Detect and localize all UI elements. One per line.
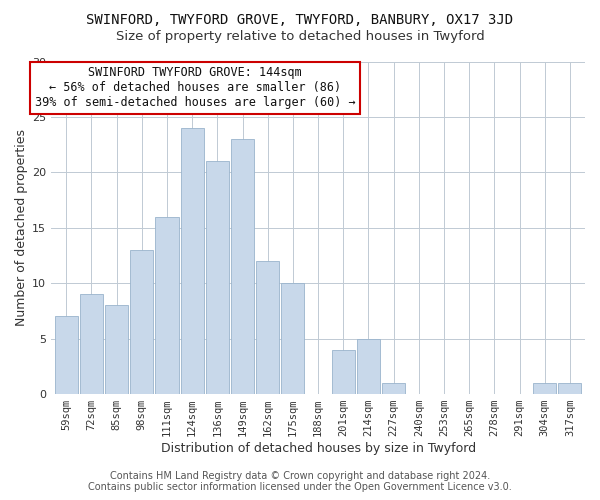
Text: Size of property relative to detached houses in Twyford: Size of property relative to detached ho…	[116, 30, 484, 43]
Text: SWINFORD, TWYFORD GROVE, TWYFORD, BANBURY, OX17 3JD: SWINFORD, TWYFORD GROVE, TWYFORD, BANBUR…	[86, 12, 514, 26]
X-axis label: Distribution of detached houses by size in Twyford: Distribution of detached houses by size …	[161, 442, 476, 455]
Bar	[231, 139, 254, 394]
Bar	[55, 316, 78, 394]
Bar	[206, 162, 229, 394]
Bar	[332, 350, 355, 394]
Bar	[130, 250, 154, 394]
Y-axis label: Number of detached properties: Number of detached properties	[15, 130, 28, 326]
Bar	[256, 261, 279, 394]
Bar	[357, 338, 380, 394]
Bar	[559, 383, 581, 394]
Text: SWINFORD TWYFORD GROVE: 144sqm
← 56% of detached houses are smaller (86)
39% of : SWINFORD TWYFORD GROVE: 144sqm ← 56% of …	[35, 66, 356, 110]
Bar	[105, 306, 128, 394]
Text: Contains HM Land Registry data © Crown copyright and database right 2024.
Contai: Contains HM Land Registry data © Crown c…	[88, 471, 512, 492]
Bar	[533, 383, 556, 394]
Bar	[155, 216, 179, 394]
Bar	[382, 383, 405, 394]
Bar	[80, 294, 103, 394]
Bar	[281, 283, 304, 394]
Bar	[181, 128, 204, 394]
